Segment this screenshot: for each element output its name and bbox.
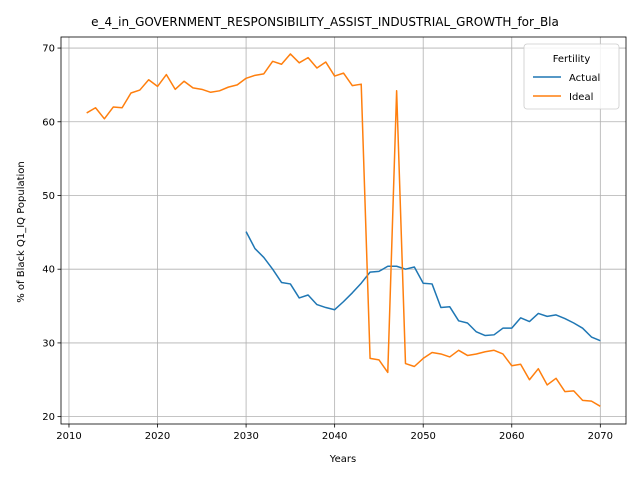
x-tick-label: 2030 [233, 431, 258, 442]
y-tick-label: 50 [42, 191, 55, 202]
series-line-ideal [86, 53, 601, 407]
chart-title: e_4_in_GOVERNMENT_RESPONSIBILITY_ASSIST_… [91, 15, 559, 29]
x-tick-label: 2050 [410, 431, 435, 442]
y-tick-label: 30 [42, 338, 55, 349]
y-axis-label: % of Black Q1_IQ Population [16, 161, 27, 303]
series-layer [86, 53, 601, 407]
x-tick-label: 2010 [56, 431, 81, 442]
y-tick-label: 20 [42, 412, 55, 423]
x-axis-label: Years [329, 454, 356, 465]
y-tick-label: 40 [42, 265, 55, 276]
y-tick-label: 60 [42, 117, 55, 128]
legend-box [523, 43, 620, 110]
y-axis: 20 30 40 50 60 70 [42, 44, 61, 423]
legend-label-ideal: Ideal [569, 92, 593, 103]
legend-title: Fertility [553, 54, 591, 65]
legend: Fertility Actual Ideal [523, 43, 620, 110]
x-tick-label: 2060 [499, 431, 524, 442]
y-tick-label: 70 [42, 44, 55, 55]
x-tick-label: 2040 [322, 431, 347, 442]
x-tick-label: 2070 [588, 431, 613, 442]
x-axis: 2010 2020 2030 2040 2050 2060 2070 [56, 424, 613, 442]
x-tick-label: 2020 [145, 431, 170, 442]
legend-label-actual: Actual [569, 73, 600, 84]
series-line-actual [245, 231, 601, 342]
plot-frame [60, 36, 627, 425]
